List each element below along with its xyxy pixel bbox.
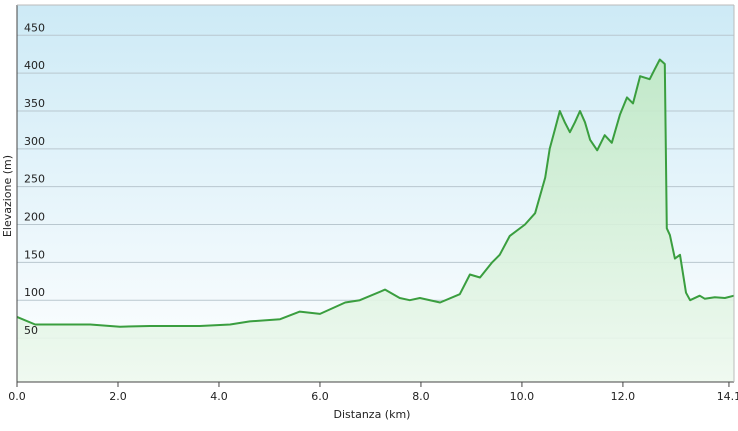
y-tick-label: 400 [24, 59, 45, 72]
x-tick-label: 4.0 [210, 390, 228, 403]
area-fill [17, 59, 734, 382]
elevation-line [16, 58, 735, 328]
y-tick-label: 450 [24, 21, 45, 34]
x-tick-label: 0.0 [8, 390, 26, 403]
y-tick-label: 250 [24, 173, 45, 186]
x-tick-label: 6.0 [311, 390, 329, 403]
y-tick-label: 300 [24, 135, 45, 148]
x-tick-label: 8.0 [412, 390, 430, 403]
y-tick-label: 200 [24, 211, 45, 224]
x-tick-label: 10.0 [510, 390, 535, 403]
y-axis-title: Elevazione (m) [1, 155, 14, 237]
y-tick-label: 50 [24, 324, 38, 337]
x-tick-label: 12.0 [611, 390, 636, 403]
y-tick-label: 100 [24, 286, 45, 299]
x-tick-label: 2.0 [109, 390, 127, 403]
x-axis-title: Distanza (km) [334, 408, 411, 421]
y-tick-label: 150 [24, 248, 45, 261]
x-tick-label: 14.1 [717, 390, 738, 403]
y-tick-label: 350 [24, 97, 45, 110]
